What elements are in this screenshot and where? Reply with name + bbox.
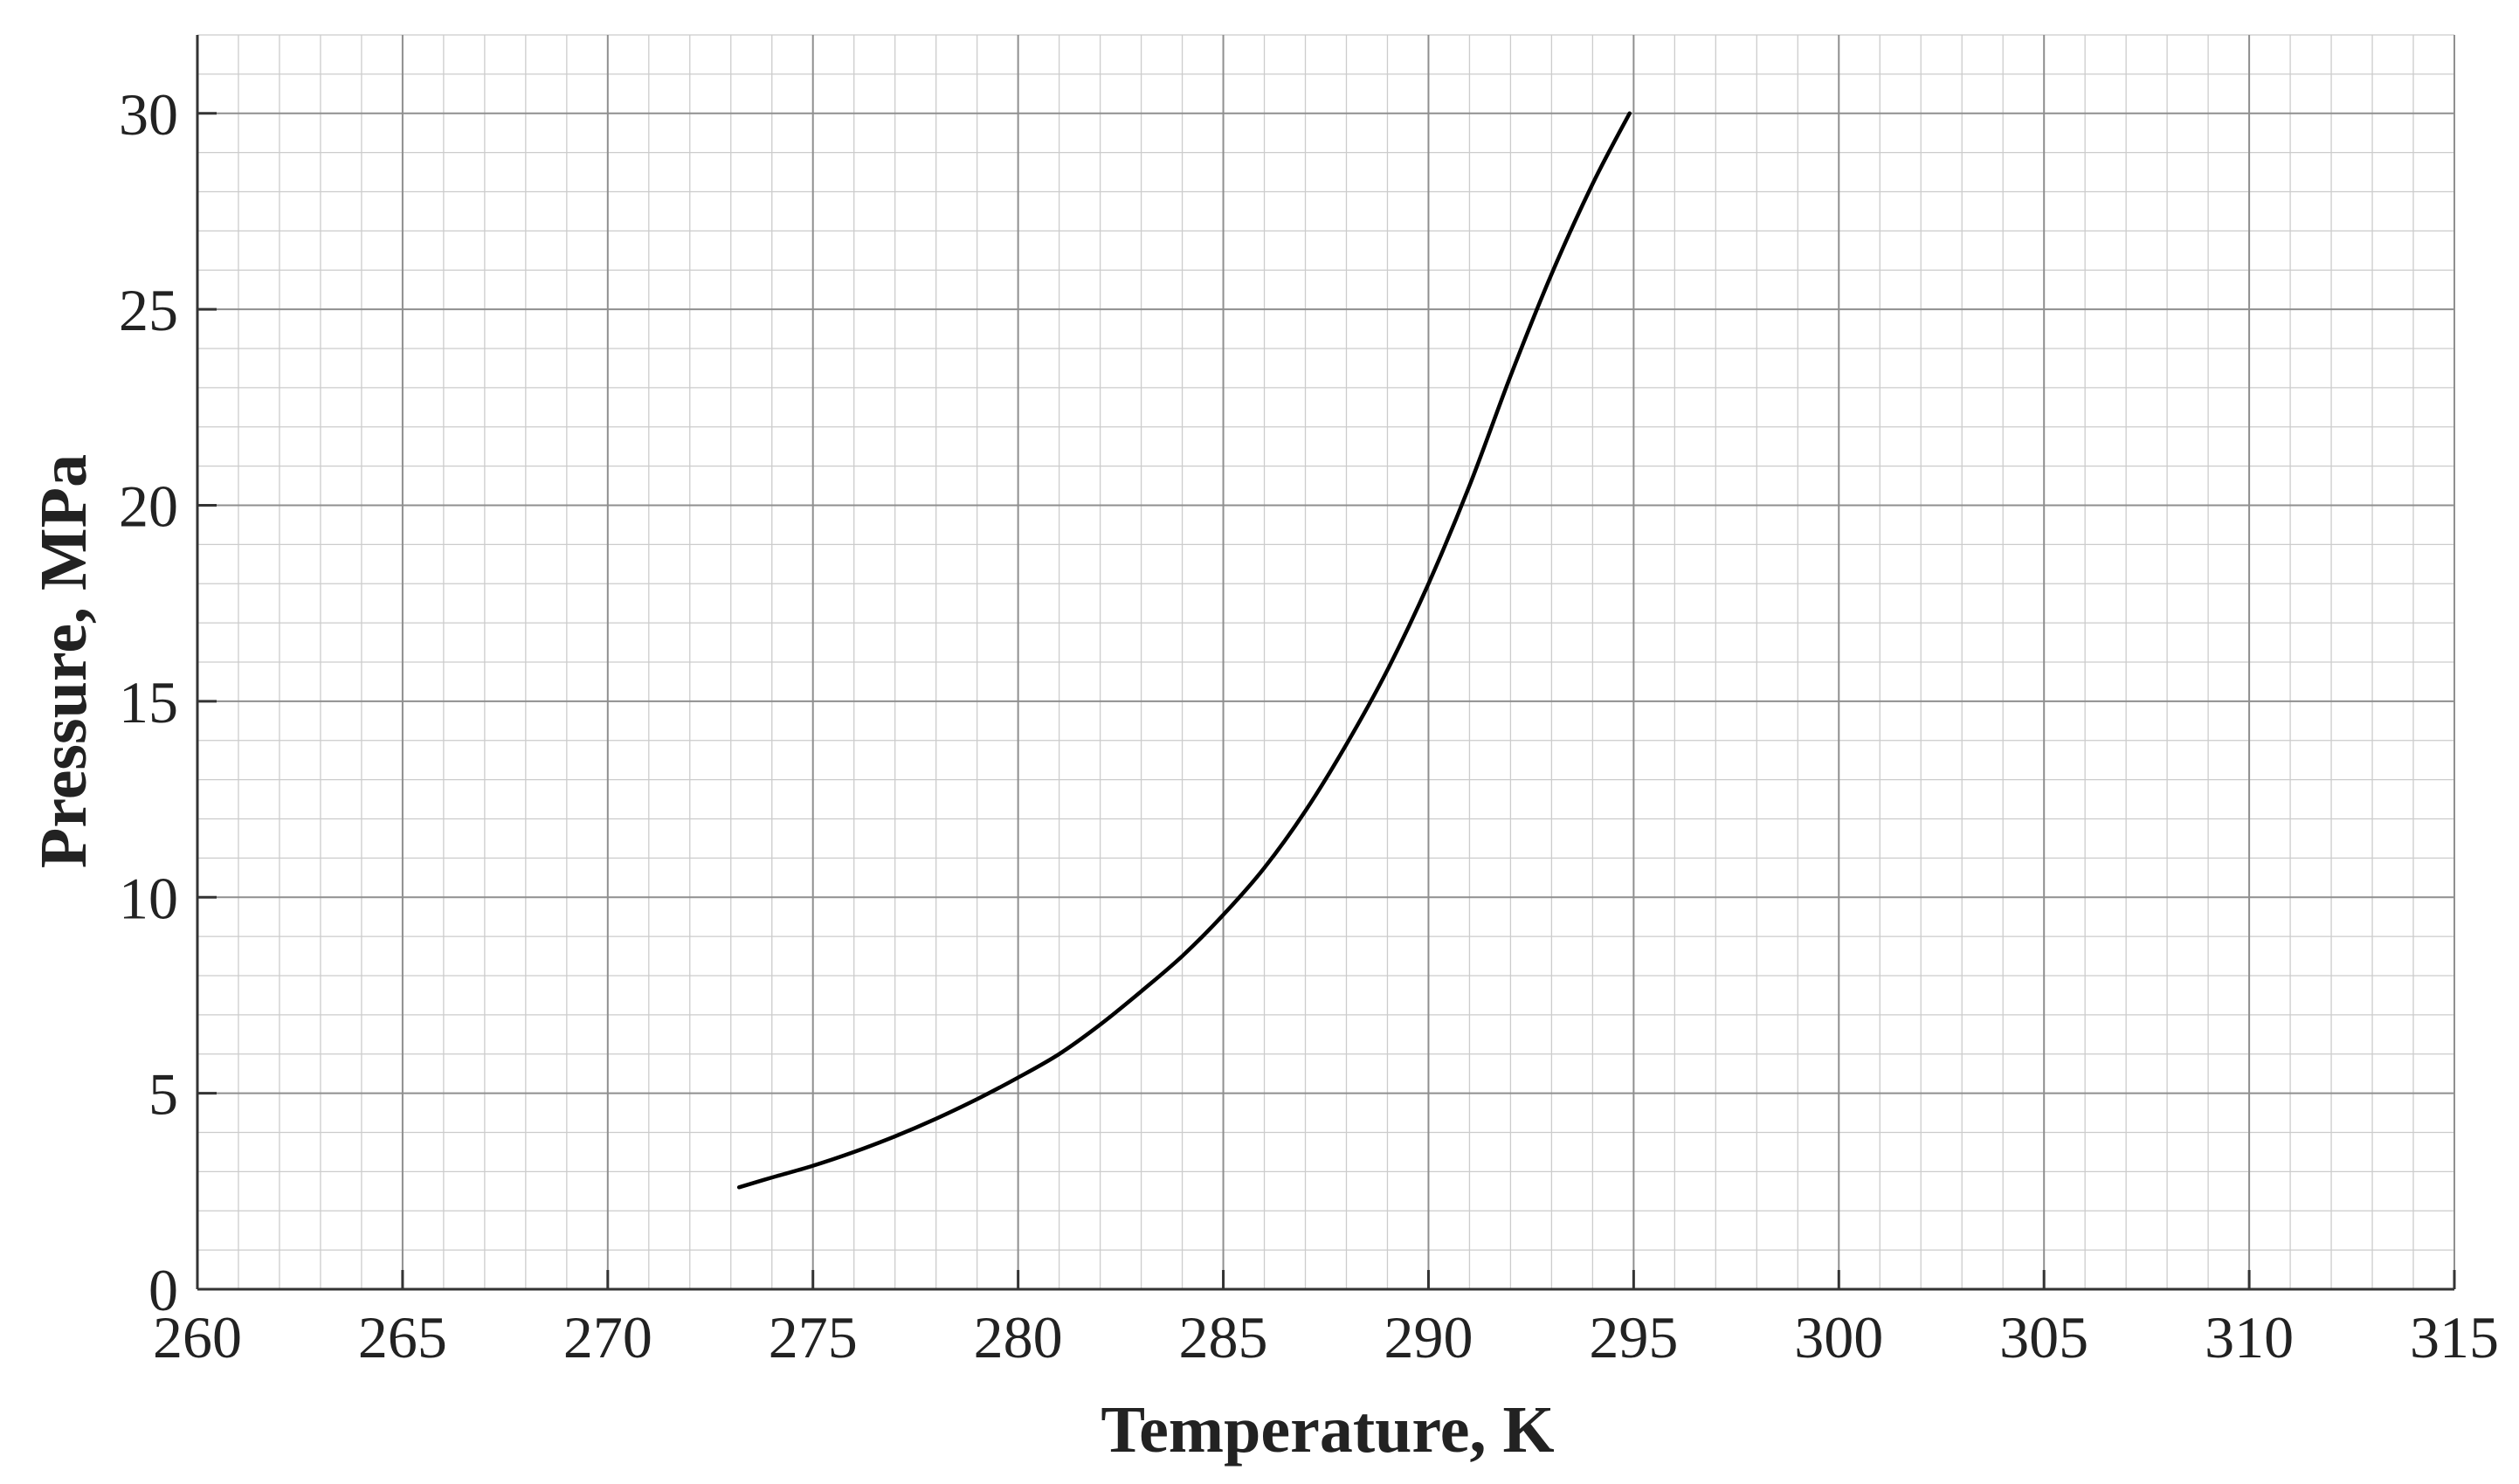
x-tick-label: 305	[1999, 1304, 2088, 1370]
x-tick-label: 300	[1794, 1304, 1883, 1370]
major-grid	[197, 35, 2455, 1290]
y-tick-label: 25	[119, 277, 178, 343]
y-axis-title: Pressure, MPa	[27, 454, 100, 868]
y-tick-label: 30	[119, 81, 178, 148]
x-axis-title: Temperature, K	[1101, 1393, 1554, 1467]
series-layer	[736, 111, 1632, 1190]
x-tick-label: 270	[563, 1304, 652, 1370]
x-tick-label: 260	[153, 1304, 242, 1370]
y-tick-label: 20	[119, 473, 178, 540]
series-line-0	[736, 111, 1632, 1190]
y-tick-label: 0	[148, 1257, 178, 1323]
minor-grid	[197, 34, 2455, 1290]
x-tick-label: 315	[2410, 1304, 2499, 1370]
x-tick-label: 280	[974, 1304, 1063, 1370]
axes	[196, 35, 2456, 1291]
x-tick-label: 285	[1179, 1304, 1268, 1370]
y-tick-label: 15	[119, 669, 178, 735]
y-tick-labels: 0 5 10 15 20 25 30	[119, 81, 178, 1323]
y-tick-label: 5	[148, 1061, 178, 1128]
y-tick-label: 10	[119, 865, 178, 931]
x-tick-label: 310	[2205, 1304, 2294, 1370]
x-tick-label: 290	[1384, 1304, 1473, 1370]
x-tick-labels: 260 265 270 275 280 285 290 295 300 305 310 315	[153, 1304, 2499, 1370]
x-tick-label: 295	[1589, 1304, 1678, 1370]
x-tick-label: 265	[358, 1304, 447, 1370]
x-tick-label: 275	[769, 1304, 858, 1370]
